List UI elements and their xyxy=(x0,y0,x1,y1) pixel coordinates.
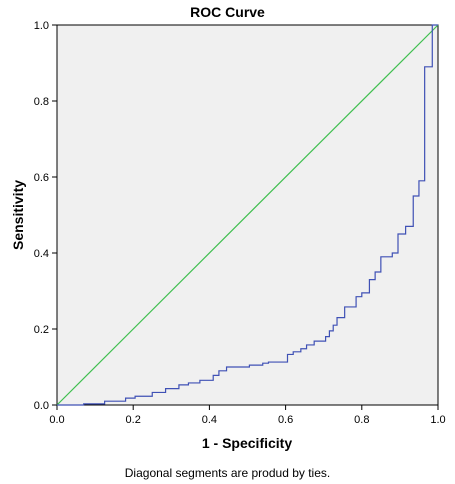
x-tick-label: 0.6 xyxy=(278,414,293,426)
x-tick-label: 0.8 xyxy=(354,414,369,426)
y-tick-label: 0.4 xyxy=(34,248,49,260)
series-layer xyxy=(56,24,439,406)
footnote: Diagonal segments are produd by ties. xyxy=(124,466,331,480)
y-tick-label: 0.6 xyxy=(34,172,49,184)
x-tick-label: 0.4 xyxy=(202,414,217,426)
roc-curve-line xyxy=(57,24,438,406)
y-tick-label: 0.8 xyxy=(34,96,49,108)
chart-title: ROC Curve xyxy=(190,4,265,20)
x-tick-label: 0.2 xyxy=(126,414,141,426)
y-tick-label: 1.0 xyxy=(34,20,49,32)
x-tick-label: 0.0 xyxy=(49,414,64,426)
x-tick-label: 1.0 xyxy=(430,414,445,426)
reference-diagonal-line xyxy=(56,24,439,406)
x-axis-label: 1 - Specificity xyxy=(202,435,292,451)
y-axis-label: Sensitivity xyxy=(10,180,26,250)
y-tick-label: 0.0 xyxy=(34,400,49,412)
x-axis-ticks: 0.0 0.2 0.4 0.6 0.8 1.0 xyxy=(49,405,446,426)
y-tick-label: 0.2 xyxy=(34,324,49,336)
y-axis-ticks: 0.0 0.2 0.4 0.6 0.8 1.0 xyxy=(34,20,57,412)
